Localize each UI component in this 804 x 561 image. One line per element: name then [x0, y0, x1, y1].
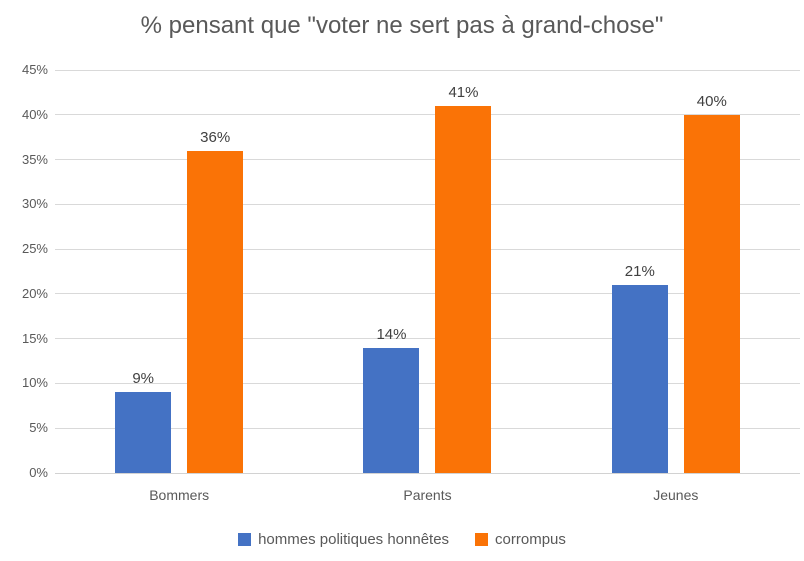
gridline [55, 293, 800, 295]
chart-title: % pensant que "voter ne sert pas à grand… [140, 12, 664, 39]
bar-honnetes [115, 392, 172, 473]
gridline [55, 203, 800, 205]
x-axis-category-label: Jeunes [653, 487, 699, 503]
bar-corrompus [683, 114, 740, 473]
bar-corrompus [187, 150, 244, 473]
data-label: 9% [132, 370, 154, 388]
bar-with-label: 40% [683, 92, 740, 473]
bar-with-label: 36% [187, 128, 244, 473]
legend-swatch-icon [238, 533, 252, 546]
data-label: 36% [200, 128, 231, 146]
y-axis-tick-label: 15% [21, 330, 48, 346]
y-axis-tick-label: 5% [29, 420, 48, 436]
gridline [55, 248, 800, 250]
x-axis-line [55, 472, 800, 474]
y-axis-tick-label: 25% [21, 241, 48, 257]
y-axis-tick-label: 45% [21, 62, 48, 77]
legend-item: hommes politiques honnêtes [238, 531, 449, 548]
y-axis-tick-label: 40% [21, 106, 48, 122]
legend: hommes politiques honnêtes corrompus [0, 531, 804, 548]
data-label: 14% [376, 325, 407, 343]
bar-with-label: 41% [435, 83, 492, 473]
gridline [55, 382, 800, 384]
bar-group: 9% 36% [55, 70, 303, 473]
bar-honnetes [363, 347, 420, 473]
bar-with-label: 21% [611, 262, 668, 473]
y-axis-tick-label: 35% [21, 151, 48, 167]
legend-label: hommes politiques honnêtes [258, 531, 450, 548]
legend-label: corrompus [495, 531, 566, 548]
bar-corrompus [435, 105, 492, 473]
gridline [55, 69, 800, 71]
legend-swatch-icon [475, 533, 489, 546]
gridline [55, 159, 800, 161]
x-axis-category-label: Bommers [149, 487, 210, 503]
gridline [55, 114, 800, 116]
y-axis-tick-label: 10% [21, 375, 48, 391]
x-axis-category-label: Parents [403, 487, 452, 503]
bar-group: 21% 40% [552, 70, 800, 473]
data-label: 40% [696, 92, 727, 110]
data-label: 41% [448, 83, 479, 101]
legend-item: corrompus [475, 531, 566, 548]
bar-with-label: 14% [363, 325, 420, 473]
gridline [55, 427, 800, 429]
bar-with-label: 9% [115, 370, 172, 473]
gridline [55, 338, 800, 340]
data-label: 21% [624, 262, 655, 280]
y-axis-tick-label: 0% [29, 465, 48, 480]
y-axis-tick-label: 20% [21, 285, 48, 301]
y-axis-tick-label: 30% [21, 196, 48, 212]
bar-group: 14% 41% [303, 70, 551, 473]
bar-honnetes [611, 284, 668, 473]
